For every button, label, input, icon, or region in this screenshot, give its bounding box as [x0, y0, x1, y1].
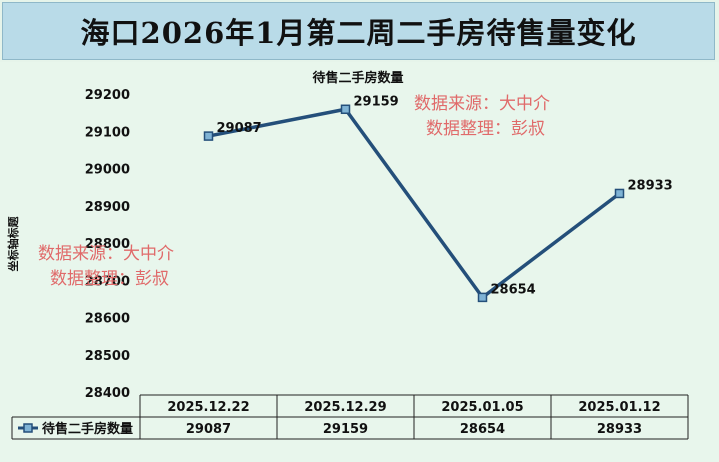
- watermark-top-source: 数据来源：大中介: [414, 94, 550, 114]
- watermark-top-editor: 数据整理：彭叔: [426, 119, 545, 139]
- title-bar: 海口2026年1月第二周二手房待售量变化: [2, 2, 715, 60]
- table-category-label: 2025.12.29: [304, 400, 386, 415]
- watermark-top: 数据来源：大中介 数据整理：彭叔: [414, 92, 550, 142]
- watermark-left-editor: 数据整理：彭叔: [50, 269, 169, 289]
- y-tick-label: 28900: [85, 200, 130, 215]
- legend-marker-icon: [23, 423, 33, 433]
- data-point: [614, 188, 625, 199]
- table-value-cell: 29159: [323, 422, 368, 437]
- table-category-label: 2025.12.22: [167, 400, 249, 415]
- y-tick-label: 28800: [85, 237, 130, 252]
- y-tick-label: 28400: [85, 386, 130, 401]
- data-table: 2025.12.22 29087 2025.12.29 29159 2025.01.05…: [11, 394, 689, 440]
- y-tick-label: 29200: [85, 88, 130, 103]
- y-tick-label: 28500: [85, 349, 130, 364]
- data-label: 29159: [354, 94, 399, 109]
- table-value-cell: 28933: [597, 422, 642, 437]
- legend-series-name: 待售二手房数量: [41, 421, 133, 437]
- watermark-left: 数据来源：大中介 数据整理：彭叔: [38, 242, 174, 292]
- chart-area: 待售二手房数量 坐标轴标题 29200 29100 29000 28900 28800 2…: [0, 62, 719, 462]
- series-line-group: 29087 29159 28654 28933: [203, 94, 673, 303]
- watermark-left-source: 数据来源：大中介: [38, 244, 174, 264]
- y-axis-title: 坐标轴标题: [6, 216, 20, 272]
- line-chart: 待售二手房数量 坐标轴标题 29200291002900028900288002…: [6, 70, 689, 440]
- chart-title: 待售二手房数量: [311, 70, 403, 86]
- y-tick-label: 29000: [85, 163, 130, 178]
- y-tick-label: 29100: [85, 125, 130, 140]
- y-tick-label: 28700: [85, 274, 130, 289]
- table-value-cell: 29087: [186, 422, 231, 437]
- page-title: 海口2026年1月第二周二手房待售量变化: [80, 16, 637, 50]
- data-point: [203, 131, 214, 141]
- data-point: [340, 104, 351, 115]
- y-tick-label: 28600: [85, 312, 130, 327]
- table-value-cell: 28654: [460, 422, 505, 437]
- data-label: 28654: [491, 282, 536, 297]
- table-category-label: 2025.01.12: [578, 400, 660, 415]
- data-point: [477, 292, 488, 303]
- y-axis-ticks: 29200 29100 29000 28900 28800 28700 28600 28500…: [85, 88, 130, 401]
- table-category-label: 2025.01.05: [441, 400, 523, 415]
- data-label: 29087: [217, 121, 262, 136]
- data-label: 28933: [628, 178, 673, 193]
- series-line: [208, 107, 621, 300]
